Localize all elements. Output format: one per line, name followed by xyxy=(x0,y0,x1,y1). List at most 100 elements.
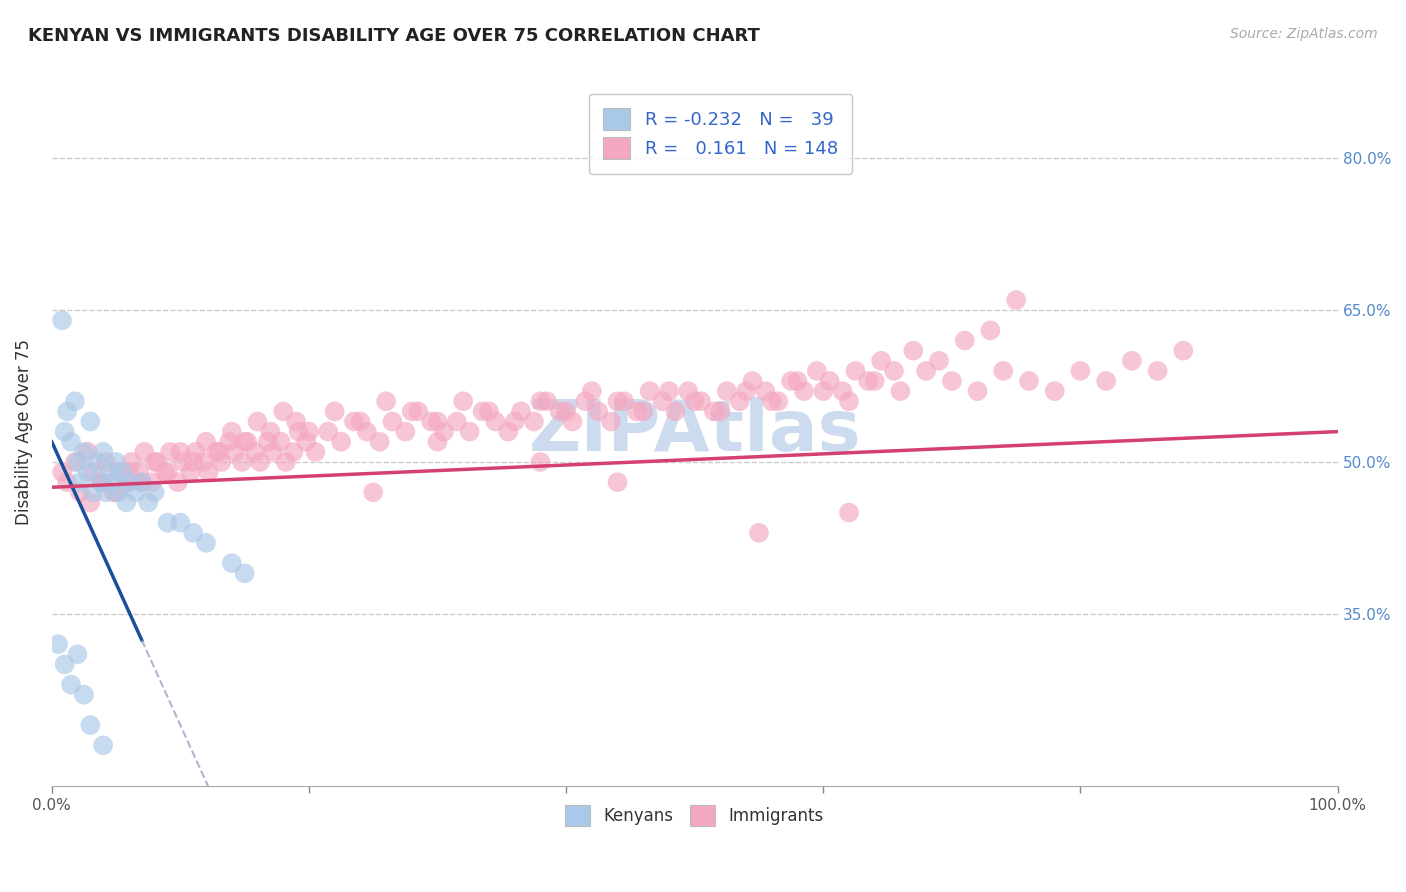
Point xyxy=(195,434,218,449)
Point xyxy=(46,637,69,651)
Point xyxy=(195,536,218,550)
Point xyxy=(356,425,378,439)
Point xyxy=(426,415,449,429)
Point xyxy=(146,455,169,469)
Point xyxy=(118,465,141,479)
Point xyxy=(51,465,73,479)
Point xyxy=(889,384,911,398)
Point xyxy=(555,404,578,418)
Point xyxy=(94,485,117,500)
Point xyxy=(79,718,101,732)
Point xyxy=(728,394,751,409)
Point xyxy=(523,415,546,429)
Point xyxy=(172,455,194,469)
Point xyxy=(433,425,456,439)
Point xyxy=(678,384,700,398)
Point xyxy=(134,445,156,459)
Point xyxy=(51,313,73,327)
Point xyxy=(91,739,114,753)
Point xyxy=(249,455,271,469)
Point xyxy=(56,404,79,418)
Point xyxy=(66,647,89,661)
Point xyxy=(259,425,281,439)
Point xyxy=(103,485,125,500)
Point xyxy=(831,384,853,398)
Point xyxy=(658,384,681,398)
Point xyxy=(375,394,398,409)
Point xyxy=(159,445,181,459)
Point xyxy=(73,445,96,459)
Point xyxy=(256,434,278,449)
Point xyxy=(63,394,86,409)
Point xyxy=(574,394,596,409)
Point xyxy=(121,455,143,469)
Point xyxy=(993,364,1015,378)
Point xyxy=(426,434,449,449)
Point xyxy=(690,394,713,409)
Text: Source: ZipAtlas.com: Source: ZipAtlas.com xyxy=(1230,27,1378,41)
Point xyxy=(1069,364,1091,378)
Point xyxy=(304,445,326,459)
Point xyxy=(638,384,661,398)
Point xyxy=(915,364,938,378)
Point xyxy=(115,475,138,490)
Point xyxy=(446,415,468,429)
Point xyxy=(221,556,243,570)
Point xyxy=(156,516,179,530)
Point xyxy=(581,384,603,398)
Point xyxy=(858,374,880,388)
Point xyxy=(966,384,988,398)
Point xyxy=(298,425,321,439)
Point xyxy=(73,688,96,702)
Point xyxy=(716,384,738,398)
Point xyxy=(236,434,259,449)
Point xyxy=(633,404,655,418)
Point xyxy=(156,465,179,479)
Point xyxy=(53,425,76,439)
Point xyxy=(60,434,83,449)
Point xyxy=(1018,374,1040,388)
Point xyxy=(606,475,628,490)
Point xyxy=(94,455,117,469)
Point xyxy=(606,394,628,409)
Point xyxy=(870,353,893,368)
Legend: Kenyans, Immigrants: Kenyans, Immigrants xyxy=(557,797,832,834)
Point xyxy=(548,404,571,418)
Point xyxy=(76,445,98,459)
Point xyxy=(838,506,860,520)
Point xyxy=(703,404,725,418)
Point xyxy=(107,465,129,479)
Y-axis label: Disability Age Over 75: Disability Age Over 75 xyxy=(15,339,32,524)
Point xyxy=(82,465,104,479)
Point xyxy=(274,455,297,469)
Point xyxy=(141,475,163,490)
Point xyxy=(451,394,474,409)
Point xyxy=(503,415,526,429)
Point xyxy=(813,384,835,398)
Point xyxy=(221,425,243,439)
Point xyxy=(754,384,776,398)
Point xyxy=(818,374,841,388)
Point xyxy=(111,465,134,479)
Point xyxy=(768,394,790,409)
Point xyxy=(561,415,583,429)
Point xyxy=(180,465,202,479)
Point xyxy=(883,364,905,378)
Point xyxy=(166,475,188,490)
Point xyxy=(53,657,76,672)
Point xyxy=(115,495,138,509)
Point xyxy=(941,374,963,388)
Point xyxy=(683,394,706,409)
Point xyxy=(218,434,240,449)
Point xyxy=(1121,353,1143,368)
Point xyxy=(181,455,204,469)
Point xyxy=(86,455,108,469)
Point xyxy=(285,415,308,429)
Point xyxy=(741,374,763,388)
Point xyxy=(484,415,506,429)
Point xyxy=(131,475,153,490)
Point xyxy=(496,425,519,439)
Text: ZIPAtlas: ZIPAtlas xyxy=(529,397,860,467)
Point xyxy=(651,394,673,409)
Point xyxy=(786,374,808,388)
